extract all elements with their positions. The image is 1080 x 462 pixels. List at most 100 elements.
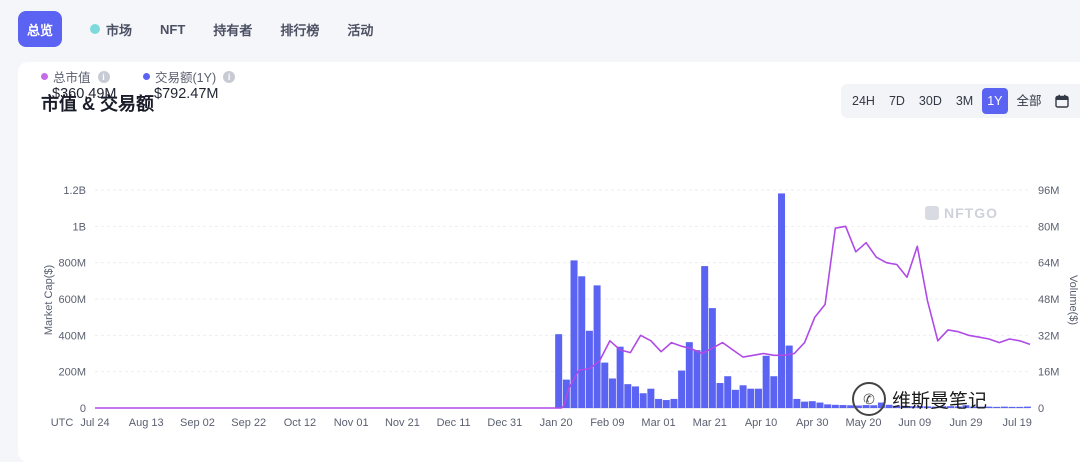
- y-right-tick-label: 64M: [1038, 258, 1059, 270]
- range-all-button[interactable]: 全部: [1016, 94, 1042, 108]
- tab-ranking[interactable]: 排行榜: [280, 20, 319, 39]
- y-right-tick-label: 16M: [1038, 367, 1059, 379]
- volume-bar: [716, 383, 724, 408]
- volume-bar: [754, 388, 762, 408]
- tab-ranking-label: 排行榜: [280, 22, 320, 38]
- volume-bar: [616, 346, 624, 408]
- y-left-tick-label: 0: [80, 403, 86, 415]
- market-cap-volume-chart: 0 200M 400M 600M 800M 1B 1.2B 0 16M 32M 48M 64M 80M 9…: [43, 185, 1079, 429]
- volume-bar: [831, 404, 839, 408]
- y-left-tick-label: 400M: [58, 330, 86, 342]
- legend-market-cap[interactable]: 总市值 i: [41, 67, 110, 86]
- volume-bar: [555, 334, 563, 408]
- volume-bar: [916, 405, 924, 408]
- volume-bar: [785, 345, 793, 408]
- x-tick-label: Nov 21: [385, 417, 420, 429]
- x-tick-label: Jan 20: [540, 417, 573, 429]
- x-axis-start-label: UTC: [51, 417, 74, 429]
- volume-bar: [701, 266, 709, 408]
- range-3m-button[interactable]: 3M: [955, 94, 974, 108]
- range-1y-button[interactable]: 1Y: [982, 88, 1008, 114]
- x-tick-label: Mar 01: [641, 417, 675, 429]
- tab-market[interactable]: 市场: [90, 20, 132, 39]
- volume-bar: [1023, 406, 1031, 408]
- info-icon[interactable]: i: [97, 70, 110, 83]
- volume-bar: [693, 350, 701, 408]
- volume-bar: [970, 406, 978, 408]
- tab-holders[interactable]: 持有者: [213, 20, 252, 39]
- x-tick-label: Jun 29: [949, 417, 982, 429]
- tab-nft[interactable]: NFT: [160, 22, 185, 37]
- range-24h-button[interactable]: 24H: [852, 94, 875, 108]
- tab-market-label: 市场: [106, 22, 133, 38]
- market-cap-dot-icon: [41, 73, 48, 80]
- volume-bar: [670, 398, 678, 408]
- volume-bar: [747, 388, 755, 408]
- x-tick-label: Jul 24: [80, 417, 109, 429]
- volume-value: $792.47M: [154, 86, 219, 102]
- chart-card: 市值 & 交易额 24H 7D 30D 3M 1Y 全部: [18, 62, 1080, 462]
- tab-nft-label: NFT: [160, 21, 186, 37]
- x-tick-label: Jun 09: [898, 417, 931, 429]
- x-tick-label: Aug 13: [129, 417, 164, 429]
- watermark-author: 维斯曼笔记: [892, 390, 988, 412]
- volume-bar: [778, 193, 786, 408]
- volume-bar: [562, 379, 570, 408]
- card-title: 市值 & 交易额: [41, 94, 155, 114]
- y-left-tick-label: 800M: [58, 258, 86, 270]
- volume-bar: [624, 384, 632, 408]
- volume-bar: [808, 401, 816, 408]
- x-tick-label: May 20: [845, 417, 881, 429]
- time-range-selector: 24H 7D 30D 3M 1Y 全部: [841, 84, 1080, 118]
- nftgo-logo-icon: [925, 206, 939, 220]
- tab-overview[interactable]: 总览: [18, 11, 63, 47]
- y-left-tick-label: 600M: [58, 294, 86, 306]
- volume-bar: [1000, 406, 1008, 408]
- market-cap-value: $360.49M: [52, 86, 117, 102]
- y-left-tick-label: 1B: [73, 221, 86, 233]
- volume-bar: [977, 406, 985, 408]
- nftgo-watermark: NFTGO: [944, 205, 998, 221]
- volume-bar: [601, 362, 609, 408]
- volume-bar: [739, 385, 747, 408]
- y-right-tick-label: 0: [1038, 403, 1044, 415]
- volume-bar: [724, 376, 732, 408]
- volume-bar: [731, 389, 739, 408]
- x-tick-label: Apr 10: [745, 417, 777, 429]
- x-tick-label: Jul 19: [1003, 417, 1032, 429]
- volume-bar: [793, 398, 801, 408]
- calendar-icon[interactable]: [1054, 94, 1069, 108]
- volume-bar: [770, 376, 778, 408]
- volume-bar: [762, 355, 770, 408]
- top-nav: 总览 市场 NFT 持有者 排行榜 活动: [18, 11, 401, 47]
- range-7d-button[interactable]: 7D: [888, 94, 905, 108]
- volume-bar: [816, 402, 824, 408]
- y-left-tick-label: 1.2B: [63, 185, 86, 197]
- volume-bar: [985, 406, 993, 408]
- volume-bar: [647, 388, 655, 408]
- x-tick-label: Sep 02: [180, 417, 215, 429]
- x-tick-label: Feb 09: [590, 417, 624, 429]
- range-30d-button[interactable]: 30D: [918, 94, 942, 108]
- volume-bar: [847, 405, 855, 408]
- y-left-tick-label: 200M: [58, 367, 86, 379]
- y-right-tick-label: 48M: [1038, 294, 1059, 306]
- volume-bar: [639, 393, 647, 408]
- legend-volume[interactable]: 交易额(1Y) i: [143, 67, 236, 86]
- volume-bar: [685, 342, 693, 408]
- volume-bar: [954, 406, 962, 408]
- volume-bar: [893, 405, 901, 408]
- info-icon[interactable]: i: [223, 70, 236, 83]
- volume-bar: [939, 406, 947, 408]
- volume-bar: [632, 386, 640, 408]
- volume-bar: [1008, 406, 1016, 408]
- y-right-tick-label: 80M: [1038, 221, 1059, 233]
- volume-bar: [662, 400, 670, 408]
- x-tick-label: Dec 31: [487, 417, 522, 429]
- volume-bar: [947, 406, 955, 408]
- volume-bar: [962, 405, 970, 408]
- volume-bar: [801, 401, 809, 408]
- tab-activity[interactable]: 活动: [347, 20, 373, 39]
- market-cap-line: [95, 225, 1031, 409]
- author-watermark: ✆ 维斯曼笔记: [852, 382, 987, 416]
